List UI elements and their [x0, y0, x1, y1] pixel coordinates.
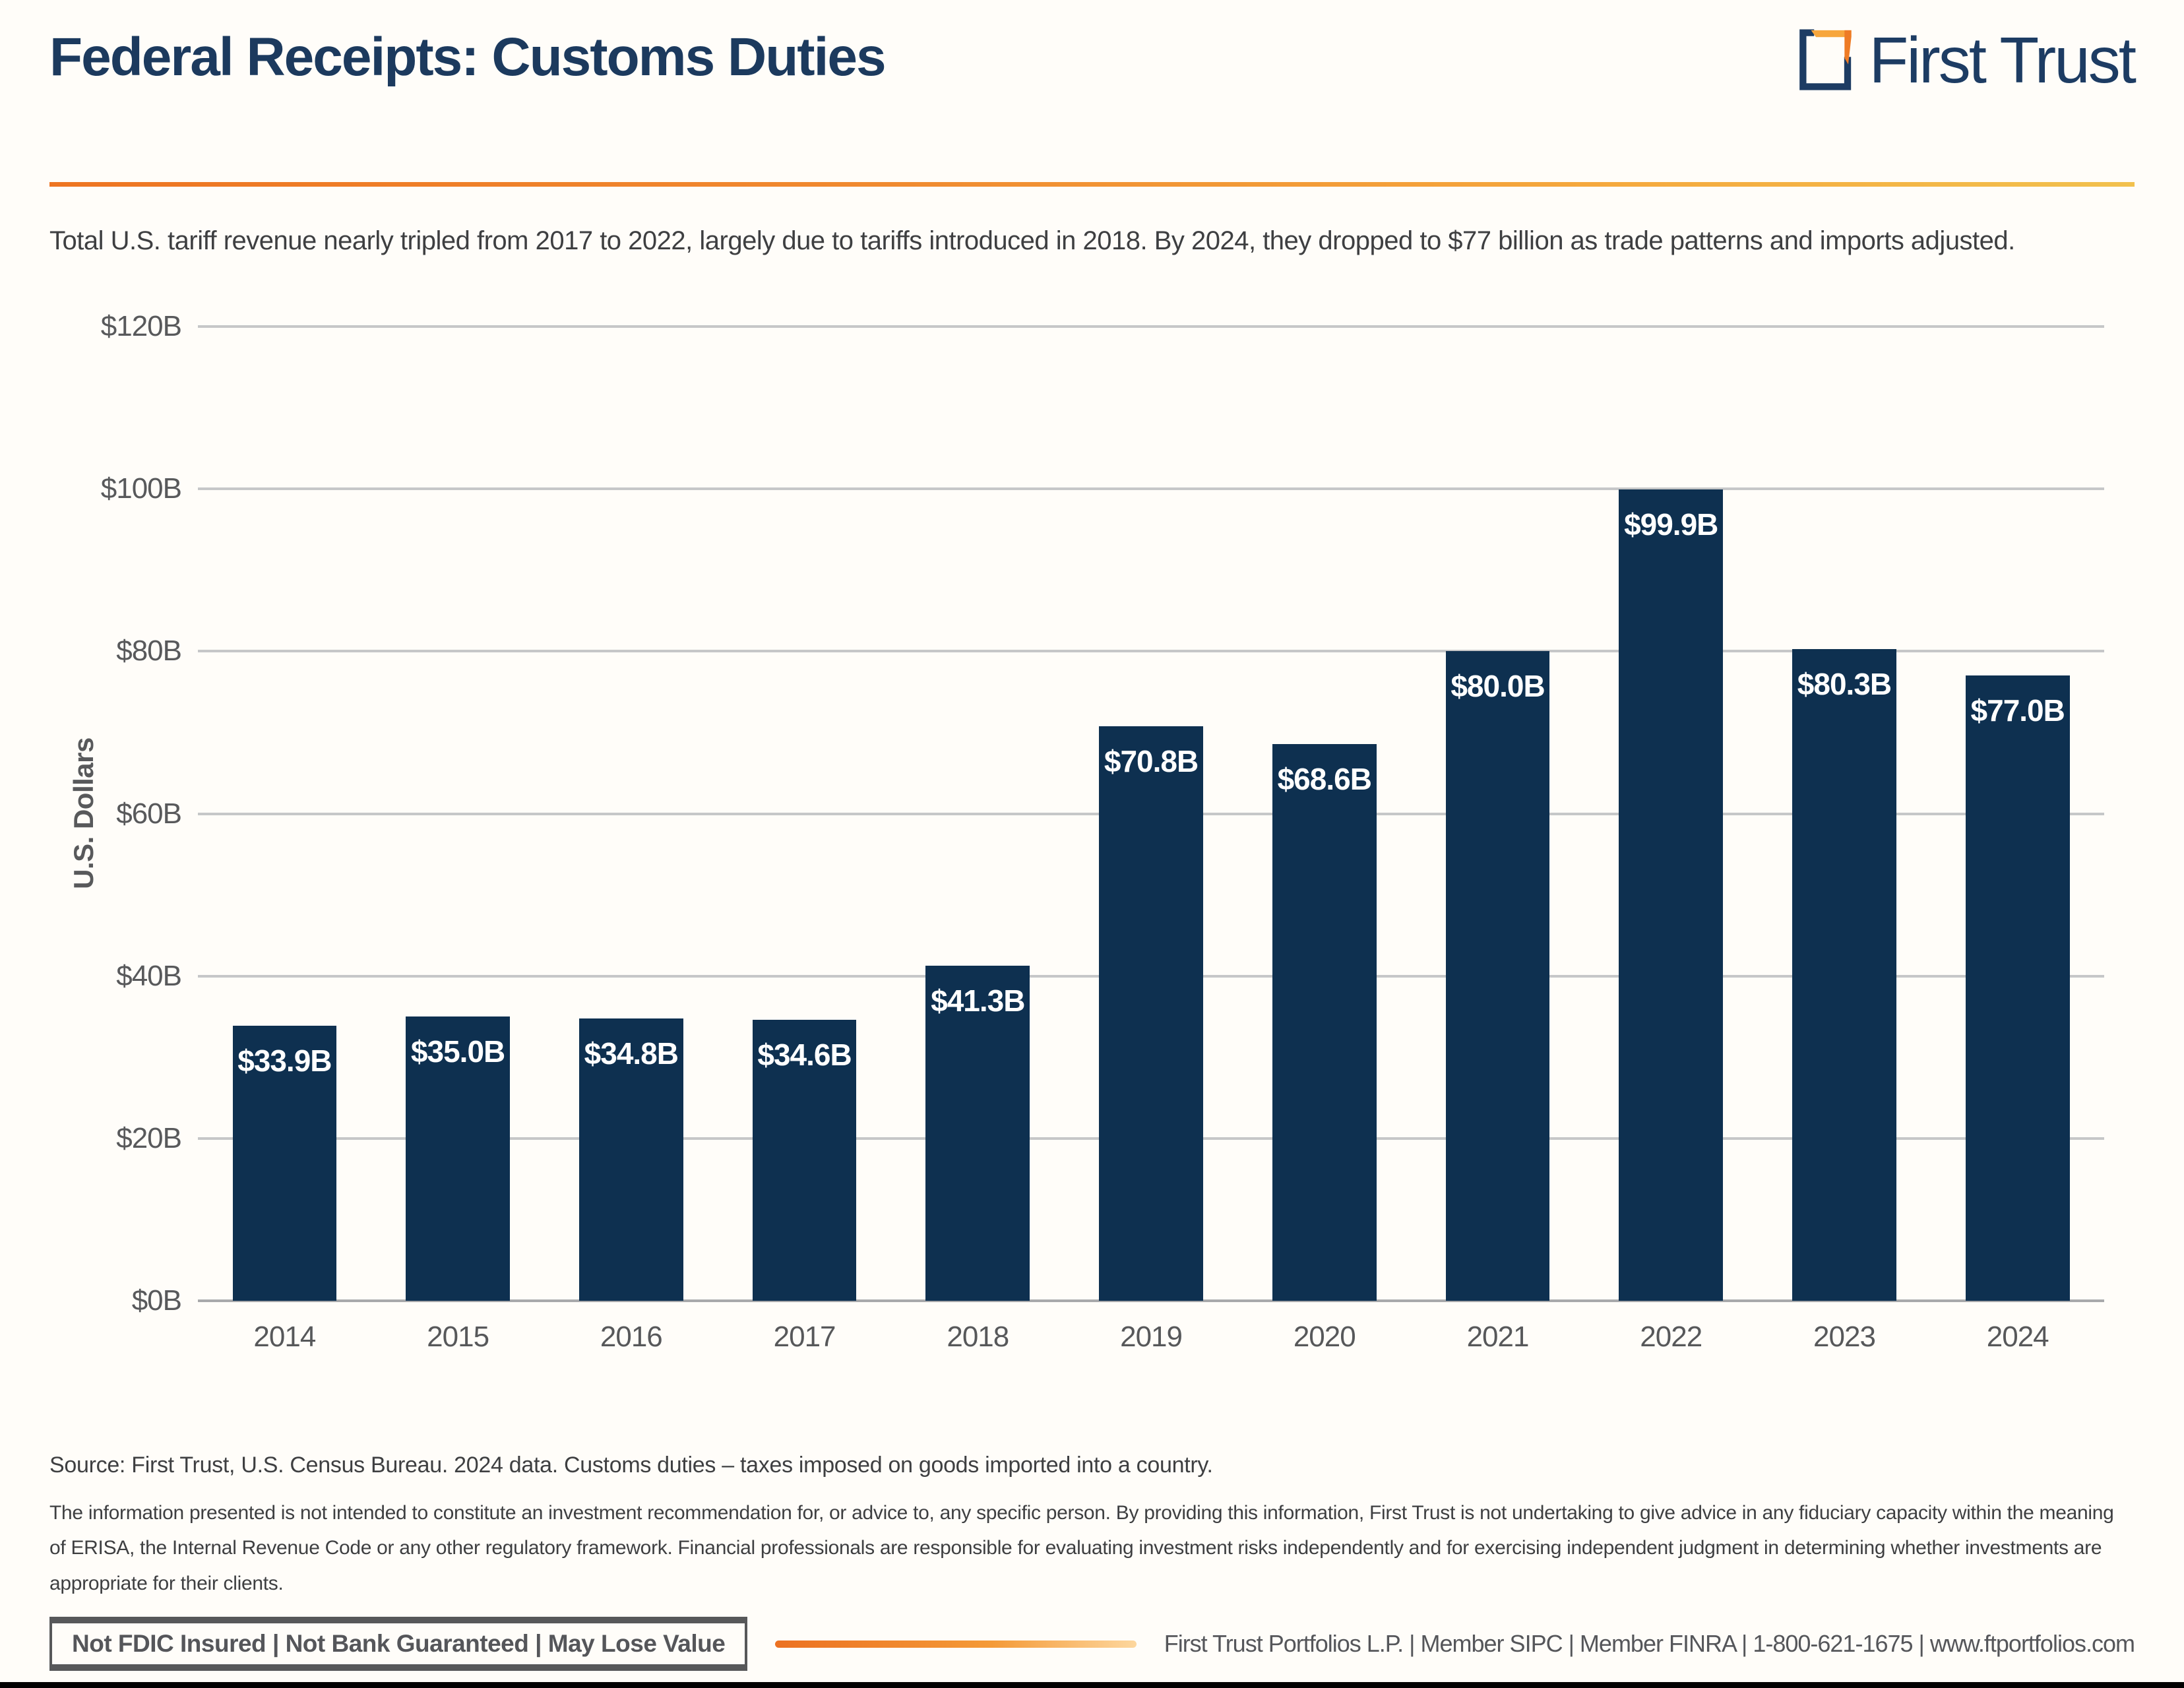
x-axis-baseline — [198, 1299, 2104, 1302]
y-tick-label: $60B — [116, 797, 182, 830]
disclaimer-text: The information presented is not intende… — [49, 1502, 2114, 1594]
y-tick-label: $120B — [100, 310, 182, 342]
x-tick-label: 2023 — [1813, 1321, 1876, 1353]
x-tick-label: 2017 — [773, 1321, 836, 1353]
gridline — [198, 650, 2104, 653]
first-trust-logo: First Trust — [1796, 24, 2137, 96]
bar-2020: $68.6B — [1272, 743, 1377, 1301]
y-tick-label: $0B — [131, 1284, 182, 1317]
gridline — [198, 487, 2104, 491]
x-tick-label: 2020 — [1293, 1321, 1356, 1353]
page-title: Federal Receipts: Customs Duties — [49, 27, 887, 87]
bar-value-label: $33.9B — [237, 1043, 332, 1078]
y-tick-label: $20B — [116, 1121, 182, 1154]
bar-value-label: $80.3B — [1797, 666, 1892, 701]
bar-2018: $41.3B — [925, 965, 1030, 1301]
x-tick-label: 2021 — [1466, 1321, 1530, 1353]
bar-2024: $77.0B — [1965, 675, 2070, 1301]
x-tick-label: 2015 — [427, 1321, 489, 1353]
y-tick-label: $40B — [116, 959, 182, 992]
gridline — [198, 325, 2104, 328]
bar-2016: $34.8B — [579, 1018, 683, 1301]
bar-chart: U.S. Dollars $0B $20B $40B $60B $80B $100B $12… — [49, 294, 2135, 1409]
bottom-border-bar — [0, 1682, 2184, 1688]
bar-value-label: $68.6B — [1277, 761, 1372, 796]
bar-2017: $34.6B — [752, 1020, 857, 1301]
bar-2022: $99.9B — [1619, 489, 1724, 1301]
header-divider — [49, 182, 2135, 187]
bar-value-label: $35.0B — [410, 1034, 505, 1069]
plot-area: $33.9B $35.0B $34.8B $34.6B $41.3B $70.8B $68.… — [198, 325, 2104, 1302]
fdic-disclosure-box: Not FDIC Insured | Not Bank Guaranteed |… — [49, 1617, 748, 1672]
bar-2021: $80.0B — [1445, 651, 1550, 1301]
x-tick-label: 2024 — [1986, 1321, 2049, 1353]
bar-value-label: $70.8B — [1104, 743, 1199, 778]
bar-value-label: $41.3B — [931, 983, 1025, 1018]
y-tick-label: $100B — [100, 472, 182, 505]
x-tick-label: 2014 — [253, 1321, 316, 1353]
footer: Not FDIC Insured | Not Bank Guaranteed |… — [49, 1617, 2135, 1672]
bar-column: $80.0B — [1411, 327, 1584, 1301]
first-trust-logo-icon — [1796, 29, 1858, 91]
y-tick-label: $80B — [116, 635, 182, 668]
footer-divider — [775, 1640, 1137, 1648]
chart-subtitle: Total U.S. tariff revenue nearly tripled… — [49, 226, 2015, 255]
bar-value-label: $34.8B — [584, 1036, 679, 1071]
bar-column: $34.6B — [718, 327, 891, 1301]
bar-column: $99.9B — [1584, 327, 1758, 1301]
header: Federal Receipts: Customs Duties First T… — [49, 0, 2137, 96]
bar-column: $34.8B — [544, 327, 718, 1301]
y-axis-ticks: $0B $20B $40B $60B $80B $100B $120B — [49, 310, 182, 1317]
bar-2023: $80.3B — [1792, 648, 1896, 1301]
bar-value-label: $80.0B — [1451, 669, 1545, 704]
bar-2014: $33.9B — [232, 1025, 337, 1301]
bar-value-label: $99.9B — [1624, 507, 1718, 542]
source-note: Source: First Trust, U.S. Census Bureau.… — [49, 1453, 1213, 1478]
footer-company-line: First Trust Portfolios L.P. | Member SIP… — [1164, 1630, 2135, 1658]
bar-2015: $35.0B — [406, 1016, 510, 1301]
bar-column: $77.0B — [1931, 327, 2104, 1301]
bar-2019: $70.8B — [1099, 726, 1203, 1301]
bar-value-label: $34.6B — [757, 1038, 852, 1073]
x-tick-label: 2018 — [947, 1321, 1009, 1353]
bar-column: $35.0B — [371, 327, 545, 1301]
bar-column: $68.6B — [1237, 327, 1411, 1301]
x-axis-labels: 2014 2015 2016 2017 2018 2019 2020 2021 2022 2023… — [198, 1321, 2104, 1354]
bar-value-label: $77.0B — [1970, 693, 2065, 728]
x-tick-label: 2022 — [1640, 1321, 1702, 1353]
bar-column: $70.8B — [1065, 327, 1238, 1301]
x-tick-label: 2019 — [1120, 1321, 1183, 1353]
bar-column: $80.3B — [1758, 327, 1931, 1301]
bars-group: $33.9B $35.0B $34.8B $34.6B $41.3B $70.8B $68.… — [198, 327, 2104, 1301]
x-tick-label: 2016 — [600, 1321, 663, 1353]
first-trust-logo-text: First Trust — [1869, 24, 2137, 96]
bar-column: $41.3B — [891, 327, 1065, 1301]
bar-column: $33.9B — [198, 327, 371, 1301]
